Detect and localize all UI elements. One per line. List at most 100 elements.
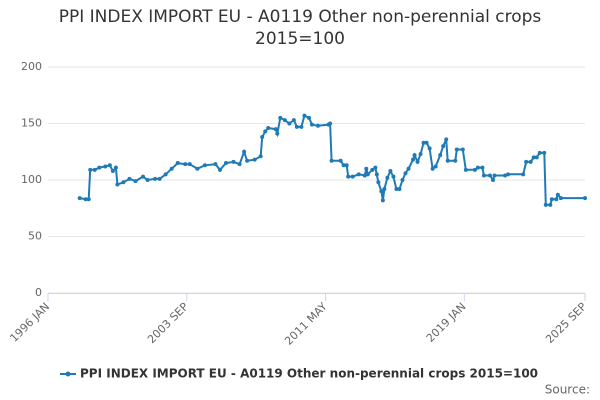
data-point: [379, 189, 384, 194]
data-point: [282, 118, 287, 123]
data-point: [554, 197, 559, 202]
data-point: [531, 155, 536, 160]
data-point: [344, 163, 349, 168]
x-tick-label: 2025 SEP: [543, 300, 589, 346]
data-point: [444, 137, 449, 142]
data-point: [356, 172, 361, 177]
y-tick-label: 0: [35, 286, 42, 299]
data-point: [400, 178, 405, 182]
data-point: [492, 173, 497, 178]
x-tick-label: 2003 SEP: [145, 300, 191, 346]
data-point: [213, 162, 218, 167]
data-point: [275, 131, 280, 136]
data-point: [415, 159, 420, 164]
data-point: [364, 166, 369, 171]
data-point: [113, 165, 118, 170]
data-point: [558, 196, 563, 201]
data-point: [245, 158, 250, 163]
data-point: [427, 146, 432, 151]
data-point: [534, 155, 539, 160]
data-point: [329, 158, 334, 163]
data-point: [549, 197, 554, 202]
data-point: [115, 182, 120, 187]
x-tick-label: 1996 JAN: [7, 300, 52, 345]
x-tick-label: 2011 MAY: [282, 300, 330, 348]
data-point: [385, 175, 390, 180]
data-point: [453, 158, 458, 163]
data-point: [145, 178, 150, 182]
data-point: [287, 121, 292, 126]
data-point: [223, 161, 228, 166]
data-point: [309, 122, 314, 127]
data-point: [278, 115, 283, 120]
data-point: [441, 144, 446, 149]
data-point: [370, 167, 375, 172]
data-point: [411, 157, 416, 162]
data-point: [537, 150, 542, 155]
data-point: [86, 197, 91, 202]
data-point: [445, 158, 450, 163]
data-point: [133, 179, 138, 184]
data-point: [490, 178, 495, 182]
data-point: [103, 164, 108, 169]
data-point: [273, 127, 278, 132]
data-point: [294, 124, 299, 129]
data-point: [302, 113, 307, 118]
data-point: [175, 161, 180, 166]
legend-label: PPI INDEX IMPORT EU - A0119 Other non-pe…: [80, 367, 538, 381]
data-point: [97, 165, 102, 170]
data-point: [412, 153, 417, 158]
data-point: [365, 172, 370, 177]
data-point: [460, 147, 465, 152]
data-point: [338, 158, 343, 163]
data-point: [388, 168, 393, 173]
y-tick-label: 100: [21, 173, 42, 186]
data-point: [266, 126, 271, 131]
data-point: [403, 171, 408, 176]
data-point: [421, 140, 426, 145]
data-point: [380, 198, 385, 203]
data-point: [195, 166, 200, 171]
data-point: [350, 174, 355, 179]
data-point: [231, 159, 236, 164]
data-point: [463, 167, 468, 172]
data-point: [217, 167, 222, 172]
data-point: [475, 165, 480, 170]
data-point: [555, 192, 560, 197]
data-point: [77, 196, 82, 201]
data-point: [524, 159, 529, 164]
y-tick-label: 50: [28, 230, 42, 243]
data-point: [503, 173, 508, 178]
data-point: [187, 162, 192, 167]
data-point: [433, 164, 438, 169]
data-point: [169, 166, 174, 171]
data-point: [376, 180, 381, 185]
data-point: [341, 163, 346, 168]
data-point: [92, 167, 97, 172]
data-point: [374, 172, 379, 177]
legend-item: PPI INDEX IMPORT EU - A0119 Other non-pe…: [60, 367, 538, 381]
data-point: [373, 165, 378, 170]
data-point: [110, 168, 115, 173]
data-point: [183, 162, 188, 167]
data-point: [202, 163, 207, 168]
data-point: [263, 129, 268, 134]
data-point: [83, 197, 88, 202]
data-point: [406, 166, 411, 171]
data-point: [480, 165, 485, 170]
data-point: [521, 172, 526, 177]
data-point: [542, 150, 547, 155]
legend-marker: [65, 371, 71, 377]
y-tick-label: 150: [21, 117, 42, 130]
data-point: [157, 176, 162, 181]
data-point: [506, 172, 511, 177]
source: Source:: [545, 383, 590, 397]
data-point: [306, 115, 311, 120]
data-point: [121, 180, 126, 185]
data-point: [583, 196, 587, 201]
data-point: [346, 174, 351, 179]
data-point: [528, 159, 533, 164]
data-point: [260, 135, 265, 140]
